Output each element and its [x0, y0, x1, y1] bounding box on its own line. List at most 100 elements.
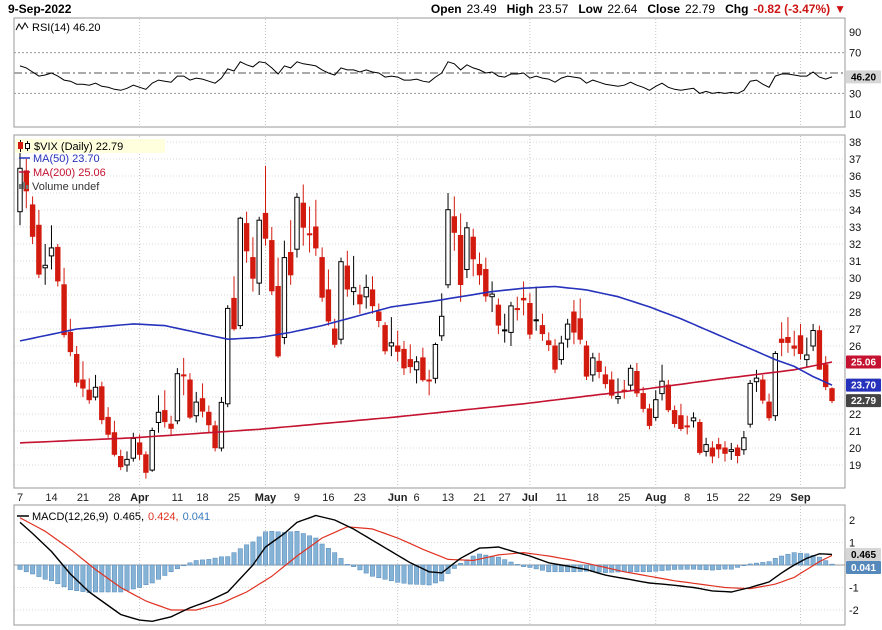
- price-axis-label: 33: [849, 222, 861, 234]
- histogram-bar: [766, 561, 772, 566]
- price-current-value-box: 25.06: [846, 355, 881, 369]
- histogram-bar: [231, 552, 237, 566]
- candle: [653, 390, 659, 421]
- histogram-bar: [621, 564, 627, 573]
- histogram-bar: [552, 564, 558, 573]
- header: 9-Sep-2022 Open 23.49 High 23.57 Low 22.64 Clo…: [8, 2, 846, 16]
- histogram-bar: [407, 564, 413, 585]
- macd-panel[interactable]: [13, 504, 846, 626]
- day-tick-label: 25: [618, 492, 630, 504]
- candlestick-icon: [18, 140, 30, 152]
- series-layer: [17, 61, 835, 623]
- candle: [262, 165, 269, 246]
- svg-text:46.20: 46.20: [851, 72, 876, 83]
- histogram-bar: [143, 564, 149, 585]
- histogram-bar: [709, 564, 715, 571]
- rsi-line: [19, 61, 833, 94]
- histogram-bar: [80, 564, 86, 592]
- histogram-bar: [17, 564, 23, 570]
- histogram-bar: [307, 535, 313, 566]
- histogram-bar: [615, 564, 621, 573]
- histogram-bar: [565, 564, 571, 573]
- histogram-bar: [558, 564, 564, 573]
- candle: [533, 286, 539, 331]
- histogram-bar: [275, 531, 281, 566]
- candle: [275, 257, 281, 358]
- candle: [439, 293, 445, 341]
- histogram-bar: [313, 537, 319, 566]
- histogram-bar: [357, 564, 363, 571]
- signal-line: [19, 517, 833, 611]
- candle: [401, 340, 407, 375]
- histogram-bar: [672, 564, 678, 570]
- candle: [590, 352, 596, 382]
- panel-borders: [13, 17, 846, 626]
- high-label: High: [507, 2, 534, 16]
- histogram-bar: [130, 564, 136, 590]
- macd-axis-label: -1: [849, 583, 859, 595]
- svg-text:23.70: 23.70: [851, 381, 876, 392]
- day-tick-label: 21: [77, 492, 89, 504]
- candle: [29, 196, 36, 244]
- candle: [564, 318, 571, 348]
- candle: [791, 330, 797, 357]
- day-tick-label: 18: [587, 492, 599, 504]
- day-tick-label: 6: [413, 492, 419, 504]
- candle: [703, 437, 709, 457]
- candle: [772, 351, 778, 421]
- histogram-bar: [237, 548, 243, 566]
- rsi-panel[interactable]: [13, 17, 846, 128]
- candle: [665, 380, 671, 413]
- low-value: 22.64: [607, 2, 637, 16]
- candle: [760, 374, 766, 404]
- histogram-bar: [489, 555, 495, 566]
- histogram-bar: [288, 531, 294, 566]
- histogram-bar: [200, 559, 205, 566]
- price-axis-label: 36: [849, 171, 861, 183]
- histogram-bar: [225, 556, 231, 566]
- histogram-bar: [458, 563, 464, 566]
- candle: [464, 221, 470, 278]
- histogram-bar: [149, 564, 155, 584]
- price-axis-label: 37: [849, 154, 861, 166]
- candle: [23, 159, 30, 209]
- candle: [483, 257, 489, 302]
- day-tick-label: 22: [738, 492, 750, 504]
- histogram-bar: [156, 564, 161, 580]
- candle: [243, 211, 250, 263]
- rsi-legend-label: RSI(14) 46.20: [32, 22, 100, 34]
- price-axis-label: 26: [849, 341, 861, 353]
- candle: [502, 313, 508, 343]
- histogram-bar: [93, 564, 98, 593]
- candle: [741, 431, 747, 455]
- histogram-bar: [426, 564, 432, 586]
- histogram-bar: [118, 564, 124, 593]
- candle: [306, 206, 313, 253]
- candle: [634, 363, 640, 397]
- candle: [527, 293, 533, 340]
- candle: [118, 449, 124, 471]
- ma50-legend-label: MA(50) 23.70: [33, 153, 100, 165]
- candle: [552, 339, 558, 374]
- day-tick-label: 29: [769, 492, 781, 504]
- day-tick-label: 18: [196, 492, 208, 504]
- macd-signal-value: 0.424,: [148, 511, 179, 523]
- histogram-bar: [747, 563, 753, 566]
- close-label: Close: [647, 2, 680, 16]
- candle: [357, 284, 363, 314]
- candle: [206, 405, 212, 433]
- candle: [42, 244, 48, 285]
- candle: [269, 227, 275, 295]
- price-panel[interactable]: [13, 134, 846, 489]
- volume-icon: [19, 182, 29, 189]
- price-axis-label: 22: [849, 409, 861, 421]
- histogram-bar: [319, 543, 325, 566]
- histogram-bar: [539, 564, 545, 571]
- candle: [734, 444, 741, 464]
- histogram-bar: [596, 564, 602, 573]
- candle: [766, 393, 772, 421]
- candle: [539, 313, 546, 341]
- candle: [728, 442, 734, 460]
- close-value: 22.79: [685, 2, 715, 16]
